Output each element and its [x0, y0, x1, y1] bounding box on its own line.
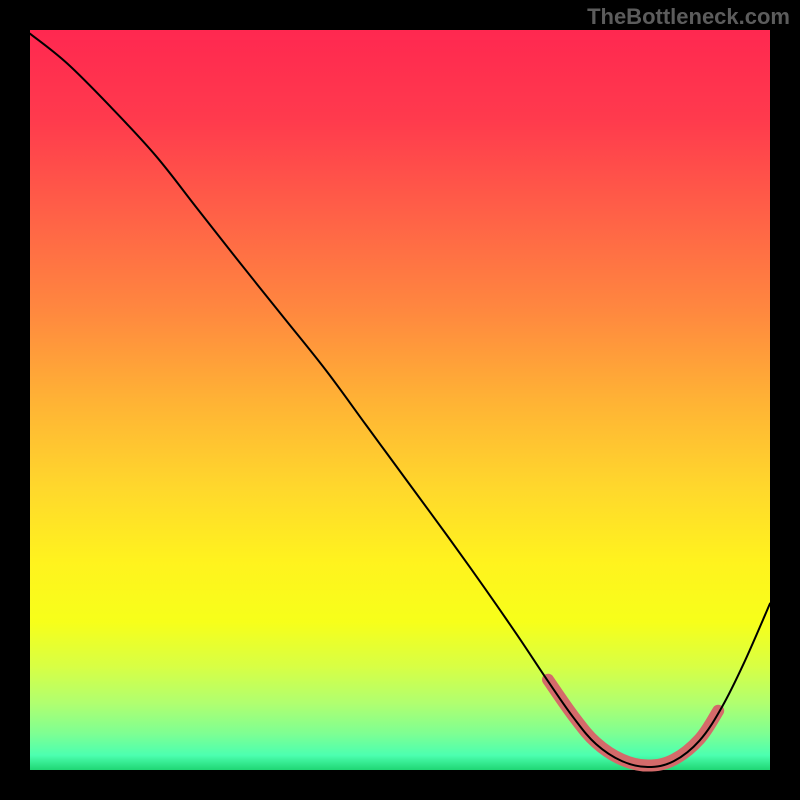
watermark-text: TheBottleneck.com: [587, 4, 790, 30]
chart-canvas: TheBottleneck.com: [0, 0, 800, 800]
plot-background: [30, 30, 770, 770]
bottleneck-curve-chart: [0, 0, 800, 800]
